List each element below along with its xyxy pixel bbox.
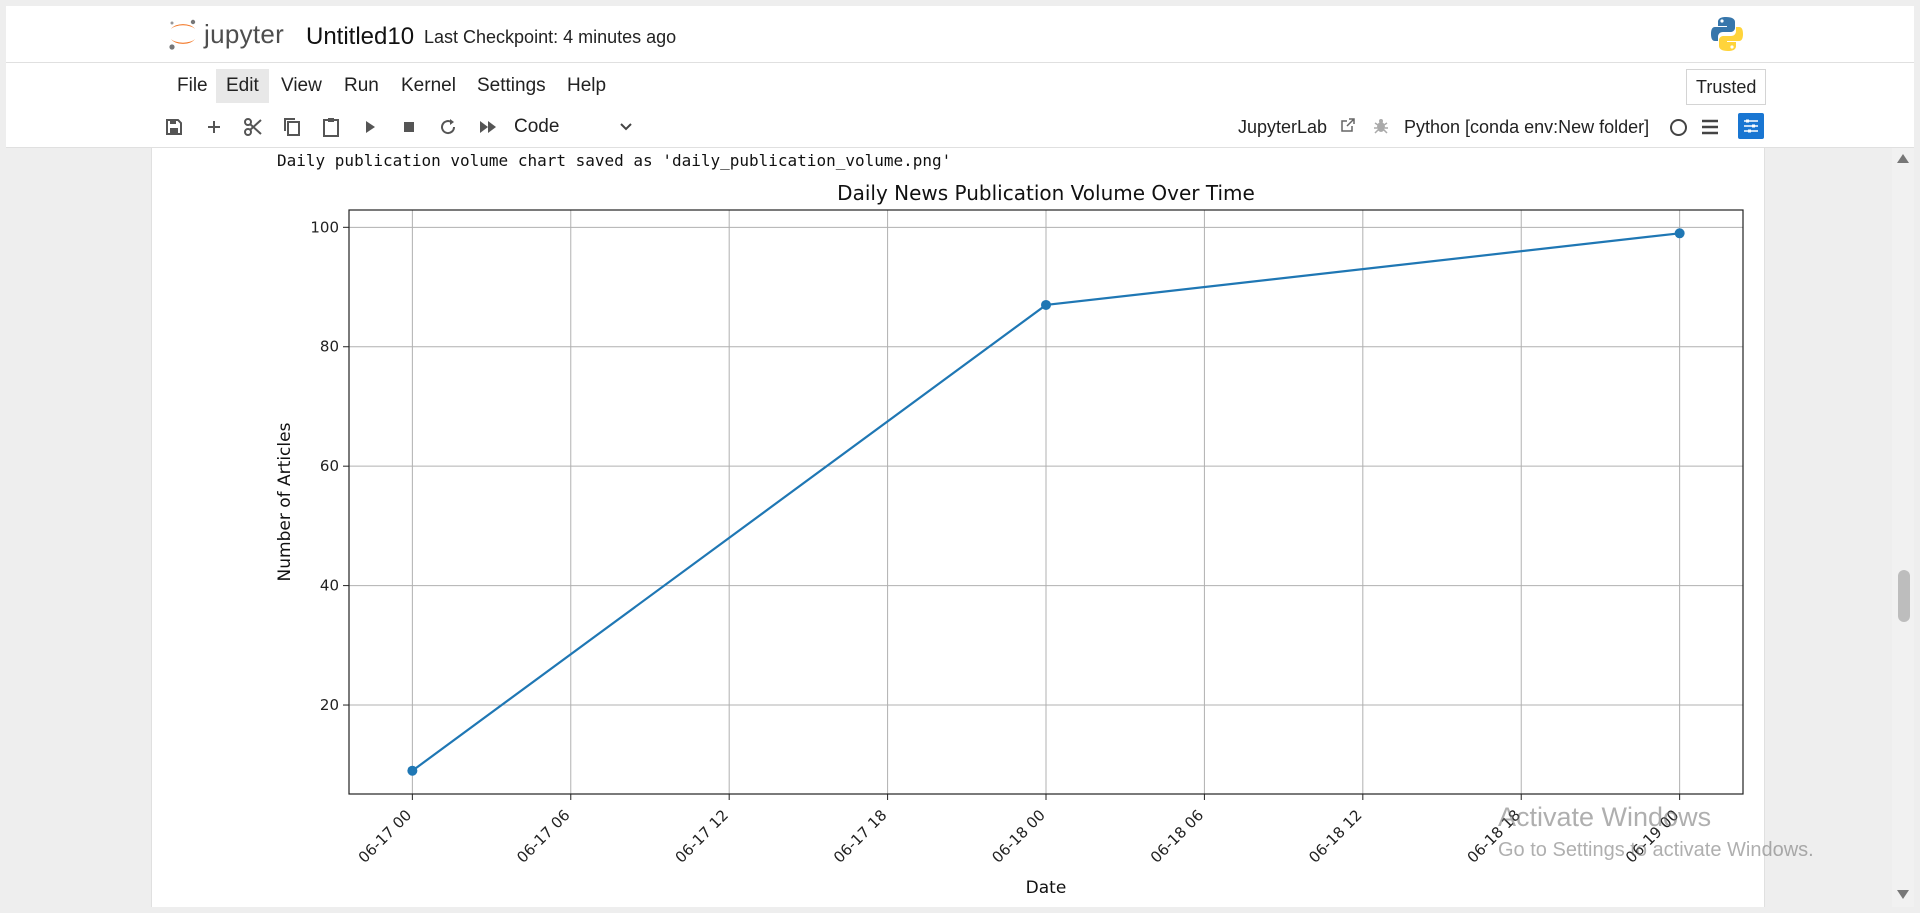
x-tick-label: 06-17 12 — [672, 806, 732, 866]
menu-bar: File Edit View Run Kernel Settings Help … — [6, 63, 1914, 107]
vertical-scrollbar[interactable] — [1892, 148, 1914, 907]
last-checkpoint: Last Checkpoint: 4 minutes ago — [424, 27, 677, 47]
cell-type-value: Code — [514, 116, 560, 137]
menu-help[interactable]: Help — [567, 75, 607, 96]
notebook-toolbar: Code JupyterLab Python [conda env:New fo… — [6, 107, 1914, 148]
notebook-header: jupyter Untitled10 Last Checkpoint: 4 mi… — [6, 6, 1914, 63]
jupyter-logo[interactable]: jupyter — [166, 16, 284, 52]
x-tick-label: 06-18 12 — [1305, 806, 1365, 866]
jupyterlab-link[interactable]: JupyterLab — [1238, 117, 1328, 137]
data-point — [1674, 228, 1685, 239]
jupyter-logo-text: jupyter — [204, 18, 285, 49]
debugger-bug-icon[interactable] — [1372, 117, 1390, 140]
x-tick-label: 06-17 06 — [513, 806, 573, 866]
jupyter-notebook-window: jupyter Untitled10 Last Checkpoint: 4 mi… — [6, 6, 1914, 907]
menu-view[interactable]: View — [281, 75, 322, 96]
y-axis-label: Number of Articles — [275, 422, 295, 581]
y-tick-label: 100 — [310, 218, 339, 236]
jupyter-logo-icon — [169, 19, 196, 50]
python-logo-icon — [1710, 16, 1744, 57]
run-all-icon[interactable] — [473, 113, 503, 141]
property-inspector-icon[interactable] — [1738, 113, 1764, 139]
data-point — [1041, 299, 1051, 310]
x-tick-label: 06-18 06 — [1147, 806, 1207, 866]
activate-windows-watermark: Activate Windows Go to Settings to activ… — [1498, 802, 1814, 862]
scroll-up-arrow-icon[interactable] — [1897, 154, 1909, 163]
add-cell-icon[interactable] — [199, 113, 229, 141]
paste-icon[interactable] — [316, 113, 346, 141]
watermark-title: Activate Windows — [1498, 802, 1712, 832]
menu-edit[interactable]: Edit — [216, 69, 269, 103]
y-tick-label: 60 — [320, 457, 339, 475]
output-cell: Daily publication volume chart saved as … — [151, 148, 1765, 907]
watermark-subtitle: Go to Settings to activate Windows. — [1498, 839, 1814, 861]
chevron-down-icon — [618, 113, 634, 150]
cell-type-select[interactable]: Code — [514, 113, 634, 141]
plot-frame — [348, 209, 1744, 795]
notebook-title[interactable]: Untitled10 — [306, 23, 415, 50]
x-tick-label: 06-17 18 — [830, 806, 890, 866]
y-tick-label: 40 — [320, 577, 339, 595]
restart-icon[interactable] — [433, 113, 463, 141]
x-axis-label: Date — [1026, 878, 1067, 898]
notebook-content: Daily publication volume chart saved as … — [6, 148, 1892, 907]
menu-run[interactable]: Run — [344, 75, 379, 96]
external-link-icon — [1340, 117, 1356, 138]
cell-stdout: Daily publication volume chart saved as … — [277, 151, 952, 170]
chart-title: Daily News Publication Volume Over Time — [837, 181, 1255, 205]
data-point — [407, 765, 418, 776]
save-icon[interactable] — [159, 113, 189, 141]
cut-icon[interactable] — [238, 113, 268, 141]
stop-icon[interactable] — [394, 113, 424, 141]
menu-settings[interactable]: Settings — [477, 75, 546, 96]
y-tick-label: 20 — [320, 696, 339, 714]
copy-icon[interactable] — [277, 113, 307, 141]
menu-file[interactable]: File — [177, 75, 208, 96]
run-icon[interactable] — [355, 113, 385, 141]
scrollbar-thumb[interactable] — [1898, 570, 1910, 622]
scroll-down-arrow-icon[interactable] — [1897, 890, 1909, 899]
y-tick-label: 80 — [320, 338, 339, 356]
x-tick-label: 06-17 00 — [355, 806, 415, 866]
x-tick-label: 06-18 00 — [988, 806, 1048, 866]
trusted-indicator[interactable]: Trusted — [1686, 69, 1767, 105]
kernel-name[interactable]: Python [conda env:New folder] — [1404, 117, 1650, 137]
kernel-status-idle-icon — [1670, 119, 1687, 136]
menu-kernel[interactable]: Kernel — [401, 75, 456, 96]
line-chart: 06-17 00 06-17 06 06-17 12 06-17 18 06-18 00… — [275, 181, 1744, 898]
hamburger-menu-icon[interactable] — [1700, 117, 1720, 142]
